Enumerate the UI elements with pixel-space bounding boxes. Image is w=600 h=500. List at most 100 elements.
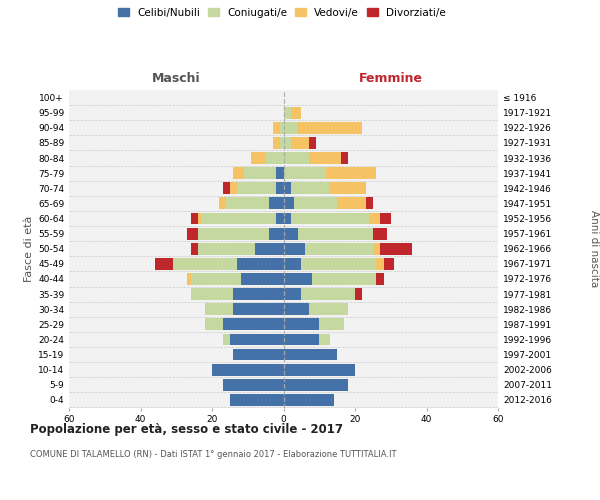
- Bar: [223, 182, 230, 194]
- Bar: [284, 288, 301, 300]
- Bar: [298, 122, 362, 134]
- Bar: [237, 258, 284, 270]
- Bar: [284, 334, 319, 345]
- Bar: [380, 243, 412, 254]
- Bar: [205, 318, 223, 330]
- Bar: [373, 243, 380, 254]
- Bar: [284, 198, 294, 209]
- Bar: [230, 182, 237, 194]
- Bar: [290, 182, 330, 194]
- Bar: [290, 137, 308, 149]
- Bar: [251, 152, 266, 164]
- Bar: [237, 182, 277, 194]
- Bar: [373, 228, 387, 239]
- Bar: [191, 243, 198, 254]
- Bar: [223, 379, 284, 390]
- Bar: [233, 288, 284, 300]
- Bar: [308, 137, 316, 149]
- Bar: [383, 258, 394, 270]
- Bar: [198, 228, 269, 239]
- Bar: [277, 168, 284, 179]
- Bar: [219, 198, 226, 209]
- Bar: [233, 168, 244, 179]
- Bar: [284, 273, 312, 285]
- Bar: [284, 318, 319, 330]
- Text: Maschi: Maschi: [152, 72, 200, 85]
- Bar: [284, 228, 298, 239]
- Bar: [255, 243, 284, 254]
- Legend: Celibi/Nubili, Coniugati/e, Vedovi/e, Divorziati/e: Celibi/Nubili, Coniugati/e, Vedovi/e, Di…: [118, 8, 446, 18]
- Bar: [230, 334, 284, 345]
- Bar: [230, 394, 284, 406]
- Bar: [284, 304, 308, 315]
- Bar: [301, 288, 355, 300]
- Bar: [155, 258, 173, 270]
- Bar: [273, 137, 280, 149]
- Bar: [366, 198, 373, 209]
- Bar: [308, 304, 348, 315]
- Bar: [312, 273, 376, 285]
- Bar: [277, 182, 284, 194]
- Bar: [241, 273, 284, 285]
- Bar: [244, 168, 277, 179]
- Bar: [277, 212, 284, 224]
- Y-axis label: Fasce di età: Fasce di età: [24, 216, 34, 282]
- Bar: [191, 212, 198, 224]
- Bar: [290, 107, 301, 118]
- Bar: [284, 258, 301, 270]
- Bar: [319, 318, 344, 330]
- Bar: [290, 212, 370, 224]
- Bar: [212, 364, 284, 376]
- Bar: [284, 212, 290, 224]
- Bar: [319, 334, 330, 345]
- Bar: [376, 258, 383, 270]
- Bar: [223, 334, 230, 345]
- Bar: [201, 212, 277, 224]
- Bar: [370, 212, 380, 224]
- Bar: [269, 198, 284, 209]
- Bar: [280, 122, 284, 134]
- Bar: [284, 348, 337, 360]
- Bar: [337, 198, 366, 209]
- Bar: [308, 152, 341, 164]
- Bar: [284, 137, 290, 149]
- Bar: [284, 107, 290, 118]
- Bar: [187, 228, 198, 239]
- Bar: [191, 273, 241, 285]
- Bar: [326, 168, 376, 179]
- Bar: [187, 273, 191, 285]
- Bar: [280, 137, 284, 149]
- Bar: [298, 228, 373, 239]
- Bar: [205, 304, 233, 315]
- Bar: [173, 258, 237, 270]
- Bar: [198, 243, 255, 254]
- Bar: [294, 198, 337, 209]
- Bar: [191, 288, 233, 300]
- Text: Anni di nascita: Anni di nascita: [589, 210, 599, 288]
- Bar: [355, 288, 362, 300]
- Bar: [266, 152, 284, 164]
- Bar: [305, 243, 373, 254]
- Bar: [198, 212, 201, 224]
- Bar: [273, 122, 280, 134]
- Bar: [284, 394, 334, 406]
- Bar: [226, 198, 269, 209]
- Text: Popolazione per età, sesso e stato civile - 2017: Popolazione per età, sesso e stato civil…: [30, 422, 343, 436]
- Bar: [284, 182, 290, 194]
- Bar: [284, 122, 298, 134]
- Bar: [301, 258, 376, 270]
- Bar: [223, 318, 284, 330]
- Bar: [284, 168, 326, 179]
- Bar: [284, 379, 348, 390]
- Bar: [341, 152, 348, 164]
- Bar: [330, 182, 366, 194]
- Bar: [233, 348, 284, 360]
- Bar: [284, 152, 308, 164]
- Bar: [376, 273, 383, 285]
- Bar: [380, 212, 391, 224]
- Text: COMUNE DI TALAMELLO (RN) - Dati ISTAT 1° gennaio 2017 - Elaborazione TUTTITALIA.: COMUNE DI TALAMELLO (RN) - Dati ISTAT 1°…: [30, 450, 397, 459]
- Text: Femmine: Femmine: [359, 72, 423, 85]
- Bar: [269, 228, 284, 239]
- Bar: [233, 304, 284, 315]
- Bar: [284, 243, 305, 254]
